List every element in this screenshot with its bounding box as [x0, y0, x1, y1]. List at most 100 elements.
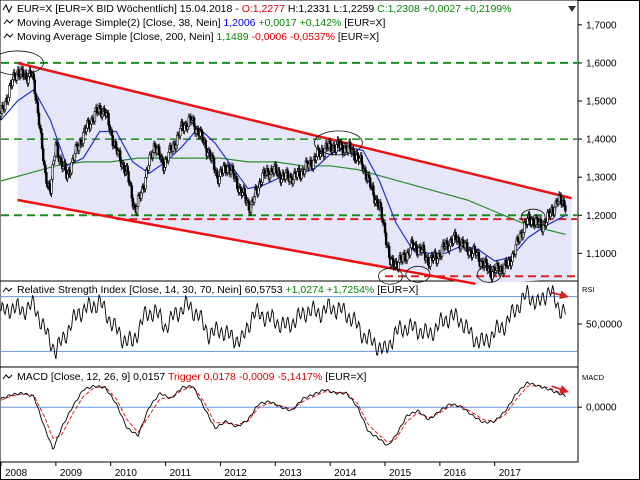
price-y-tick-label: 1,3000: [586, 173, 617, 184]
candle-body: [563, 200, 566, 206]
time-x-axis: 2008 2009 2010 2011 2012 2013 2014 2015 2016 2017: [0, 462, 522, 479]
x-tick-label: 2011: [170, 468, 192, 479]
candle-body: [340, 142, 343, 146]
price-y-tick-label: 1,5000: [586, 97, 617, 108]
price-y-tick-label: 1,7000: [586, 20, 617, 31]
candle-body: [436, 258, 439, 264]
candle-body: [491, 271, 494, 280]
x-tick-label: 2015: [389, 468, 412, 479]
candle-body: [392, 258, 395, 268]
candle-body: [55, 142, 59, 146]
candle-body: [38, 124, 42, 129]
x-tick-label: 2009: [60, 468, 83, 479]
candle-body: [0, 113, 3, 117]
rsi-y-tick-label: 50,0000: [586, 320, 623, 331]
candle-body: [1, 105, 5, 109]
ma38-header-icon: [3, 19, 14, 25]
price-y-tick-label: 1,1000: [586, 249, 617, 260]
candle-body: [303, 169, 306, 175]
price-header-line-2: Moving Average Simple(2) [Close, 38, Nei…: [17, 17, 386, 29]
candle-body: [40, 133, 44, 149]
open-value: O:1,2277: [242, 3, 285, 15]
x-tick-label: 2008: [5, 468, 28, 479]
macd-label: MACD [Close, 12, 26, 9] 0,0157: [17, 371, 168, 383]
candle-body: [155, 148, 159, 154]
candle-body: [284, 172, 287, 180]
candle-body: [111, 135, 115, 147]
expand-icon[interactable]: [568, 6, 576, 12]
candle-body: [15, 72, 18, 81]
candle-body: [401, 254, 405, 262]
rsi-chart: [0, 285, 577, 360]
candle-body: [17, 69, 21, 78]
price-y-axis: 1,7000 1,6000 1,5000 1,4000 1,3000 1,2000 1,10…: [578, 20, 617, 260]
price-header-line-1: EUR=X [EUR=X BID Wöchentlich] 15.04.2018…: [17, 3, 511, 15]
candle-body: [564, 205, 567, 212]
candle-body: [255, 187, 258, 191]
highlight-circle: [313, 130, 363, 156]
candle-body: [161, 156, 164, 163]
candle-body: [27, 76, 30, 84]
ma38-label: Moving Average Simple(2) [Close, 38, Nei…: [17, 17, 223, 29]
candle-body: [376, 198, 379, 207]
candle-body: [257, 187, 260, 195]
candle-body: [551, 206, 554, 212]
candle-body: [8, 85, 11, 98]
rsi-label: Relative Strength Index [Close, 14, 30, …: [17, 284, 286, 296]
candle-body: [41, 148, 45, 162]
candle-body: [514, 244, 518, 255]
candle-body: [289, 175, 293, 178]
candle-body: [34, 93, 38, 101]
x-tick-label: 2010: [115, 468, 138, 479]
candle-body: [397, 261, 400, 270]
candle-body: [236, 178, 239, 190]
candle-body: [420, 249, 424, 253]
candle-body: [212, 158, 216, 170]
candle-body: [270, 168, 274, 173]
candle-body: [224, 164, 227, 174]
candle-body: [549, 212, 552, 218]
rsi-change: +1,0274: [286, 284, 324, 296]
macd-y-tick-label: 0,0000: [586, 403, 617, 414]
close-change-pct: +0,2199%: [464, 3, 512, 15]
candle-body: [399, 255, 402, 261]
candle-body: [53, 155, 57, 162]
candle-body: [511, 253, 514, 262]
candle-body: [395, 261, 398, 265]
ma38-change: +0,0017: [258, 17, 296, 29]
candle-body: [148, 154, 151, 166]
candle-body: [144, 177, 147, 190]
candle-body: [151, 152, 155, 159]
candle-body: [553, 206, 557, 216]
high-value: H:1,2331: [288, 3, 331, 15]
candle-body: [179, 128, 182, 137]
candle-body: [167, 151, 170, 162]
rsi-header-icon: [2, 287, 13, 293]
candle-body: [383, 222, 387, 234]
x-tick-label: 2013: [279, 468, 302, 479]
highlight-circle: [0, 50, 44, 76]
candle-body: [457, 237, 460, 242]
macd-y-axis: 0,0000: [578, 403, 617, 414]
macd-change: -0,0009: [239, 371, 275, 383]
macd-trend-arrow: [551, 384, 569, 394]
candle-body: [211, 155, 215, 159]
x-tick-label: 2016: [444, 468, 467, 479]
candle-body: [422, 245, 426, 253]
highlight-circle: [405, 265, 431, 283]
candle-body: [282, 172, 285, 177]
candle-body: [50, 179, 53, 194]
candle-body: [158, 146, 161, 156]
candle-body: [528, 213, 531, 221]
candle-body: [19, 68, 23, 77]
macd-chart: [0, 381, 577, 450]
candle-body: [445, 240, 449, 245]
price-header-line-3: Moving Average Simple [Close, 200, Nein]…: [17, 31, 379, 43]
candle-body: [48, 183, 51, 189]
candle-body: [186, 126, 189, 130]
candle-body: [4, 101, 7, 110]
candle-body: [278, 170, 281, 176]
x-tick-label: 2017: [499, 468, 522, 479]
price-y-tick-label: 1,4000: [586, 135, 617, 146]
candle-body: [502, 264, 506, 274]
